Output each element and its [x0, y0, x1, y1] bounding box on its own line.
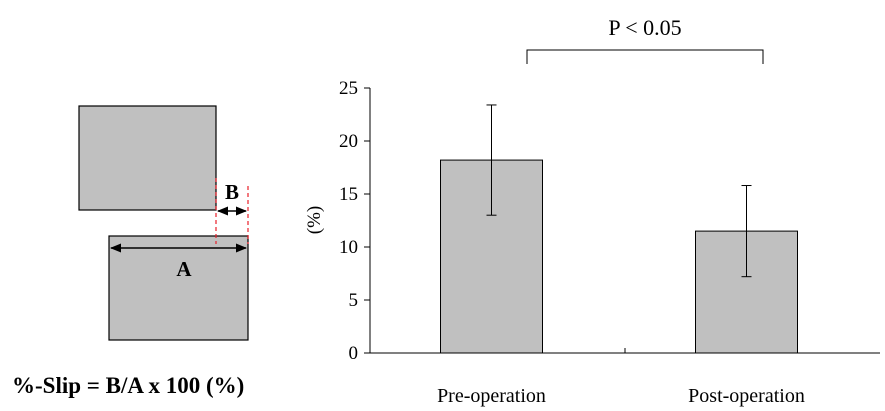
- slip-formula: %-Slip = B/A x 100 (%): [12, 373, 244, 398]
- upper-block: [78, 105, 217, 211]
- y-tick-label: 20: [339, 131, 358, 152]
- y-tick-label: 10: [339, 237, 358, 258]
- bar-chart: 0 5 10 15 20 25 (%) Pre-operation Post-operati…: [304, 15, 880, 407]
- slip-diagram: B A %-Slip = B/A x 100 (%): [12, 105, 249, 398]
- y-tick-label: 25: [339, 78, 358, 99]
- y-tick-label: 0: [349, 343, 359, 364]
- y-tick-label: 5: [349, 290, 359, 311]
- label-b: B: [225, 180, 239, 204]
- bars: [440, 104, 798, 354]
- significance-bracket: [526, 49, 764, 64]
- y-axis-ticks: 0 5 10 15 20 25: [339, 78, 370, 364]
- y-tick-label: 15: [339, 184, 358, 205]
- y-axis-label: (%): [304, 206, 325, 234]
- label-a: A: [176, 257, 192, 281]
- significance-label: P < 0.05: [608, 15, 681, 40]
- x-axis-ticks: Pre-operation Post-operation: [437, 348, 805, 407]
- x-tick-label: Pre-operation: [437, 385, 546, 407]
- x-tick-label: Post-operation: [688, 385, 805, 407]
- lower-block: [108, 235, 249, 341]
